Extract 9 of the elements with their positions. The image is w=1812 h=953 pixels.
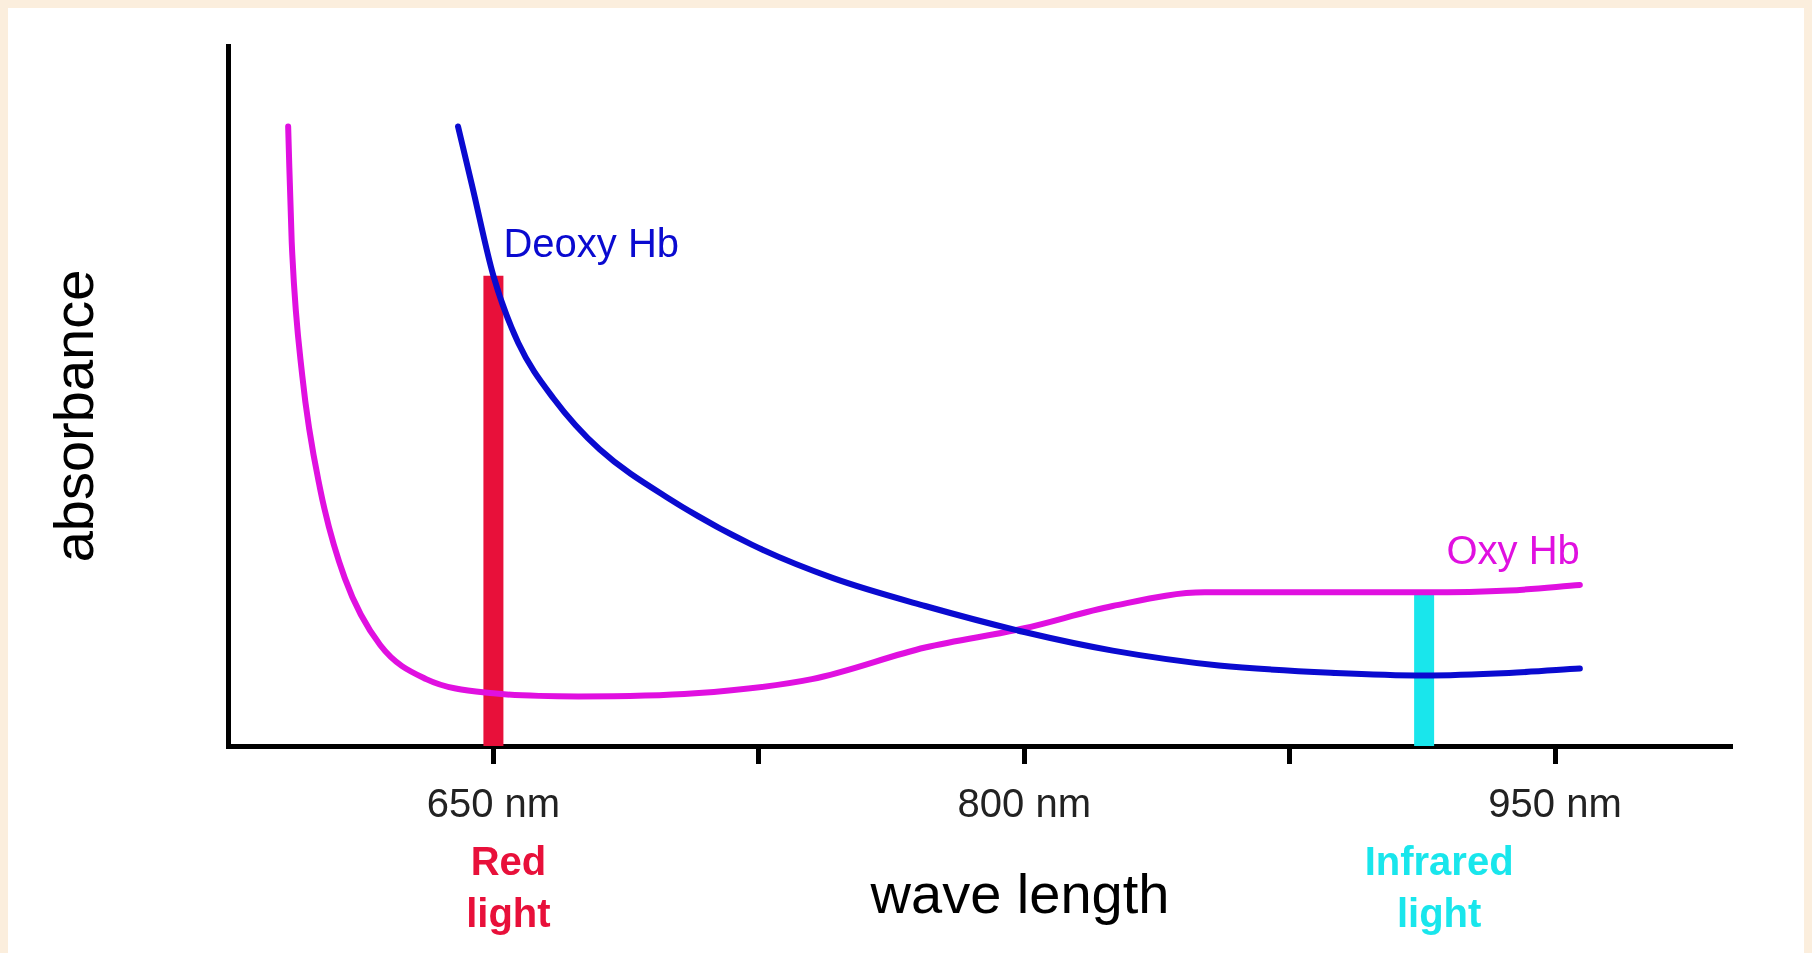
ref-line-label: Red light <box>466 839 551 936</box>
ref-line-label: Infrared light <box>1364 839 1514 936</box>
series-label: Oxy Hb <box>1446 527 1580 572</box>
x-tick-label: 800 nm <box>957 781 1091 826</box>
x-tick-label: 950 nm <box>1488 781 1622 826</box>
x-tick-label: 650 nm <box>426 781 561 826</box>
series-label: Deoxy Hb <box>503 220 680 265</box>
x-axis-title: wave length <box>869 862 1170 926</box>
y-axis-title: absorbance <box>42 269 106 563</box>
